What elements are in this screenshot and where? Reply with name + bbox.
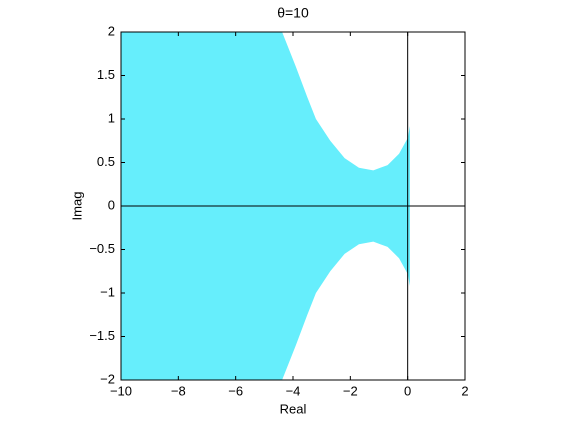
- x-tick-label: −6: [228, 383, 243, 398]
- x-tick-label: −8: [171, 383, 186, 398]
- y-tick-label: 1: [108, 110, 115, 125]
- x-axis-label: Real: [280, 401, 307, 416]
- y-tick-label: −1.5: [89, 328, 115, 343]
- x-tick-label: 0: [404, 383, 411, 398]
- y-tick-label: 2: [108, 23, 115, 38]
- x-tick-label: −2: [343, 383, 358, 398]
- y-tick-label: 1.5: [97, 67, 115, 82]
- y-tick-label: −0.5: [89, 241, 115, 256]
- x-tick-label: −10: [110, 383, 132, 398]
- x-tick-label: 2: [461, 383, 468, 398]
- y-tick-label: −2: [100, 371, 115, 386]
- x-tick-label: −4: [286, 383, 301, 398]
- y-tick-label: 0: [108, 197, 115, 212]
- y-tick-label: 0.5: [97, 154, 115, 169]
- y-axis-label: Imag: [69, 192, 84, 221]
- chart-title: θ=10: [277, 5, 309, 21]
- y-tick-label: −1: [100, 284, 115, 299]
